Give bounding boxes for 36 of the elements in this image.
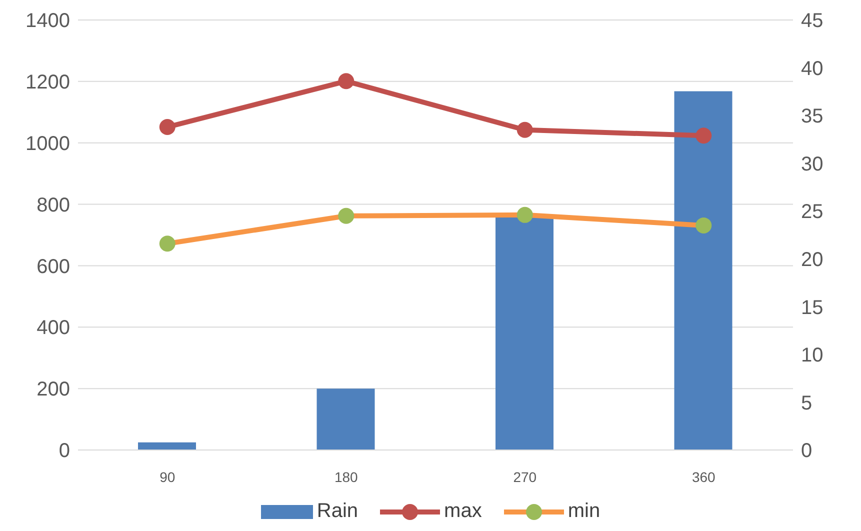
point bbox=[338, 208, 354, 224]
y2-tick-label: 45 bbox=[801, 10, 824, 32]
legend-label: min bbox=[568, 500, 600, 523]
y-tick-label: 0 bbox=[58, 440, 70, 462]
y-tick-label: 400 bbox=[36, 317, 70, 340]
y2-tick-label: 5 bbox=[801, 392, 812, 414]
x-tick-label: 270 bbox=[513, 468, 537, 485]
point bbox=[696, 217, 712, 234]
bar bbox=[674, 91, 732, 450]
legend-label: max bbox=[444, 500, 482, 523]
y-tick-label: 200 bbox=[36, 378, 70, 401]
y2-tick-label: 0 bbox=[801, 440, 812, 462]
y2-tick-label: 30 bbox=[801, 153, 824, 176]
x-tick-label: 90 bbox=[160, 468, 176, 485]
y2-tick-label: 25 bbox=[801, 201, 824, 224]
y2-tick-label: 35 bbox=[801, 106, 824, 128]
point bbox=[516, 122, 533, 138]
y-tick-label: 1200 bbox=[26, 72, 70, 94]
y-tick-label: 1000 bbox=[26, 132, 70, 155]
bar bbox=[316, 388, 375, 450]
point bbox=[159, 119, 176, 136]
point bbox=[159, 236, 176, 252]
y2-tick-label: 20 bbox=[801, 248, 824, 271]
point bbox=[696, 128, 712, 144]
x-tick-label: 180 bbox=[334, 468, 358, 485]
point bbox=[516, 206, 533, 223]
y2-tick-label: 15 bbox=[801, 296, 824, 319]
y2-tick-label: 10 bbox=[801, 344, 824, 367]
legend-label: Rain bbox=[316, 500, 358, 523]
y2-tick-label: 40 bbox=[801, 58, 824, 80]
y-tick-label: 800 bbox=[36, 194, 70, 216]
bar bbox=[138, 442, 196, 450]
point bbox=[338, 73, 354, 90]
x-tick-label: 360 bbox=[692, 468, 716, 485]
y-tick-label: 1400 bbox=[26, 10, 70, 32]
y-tick-label: 600 bbox=[36, 256, 70, 278]
